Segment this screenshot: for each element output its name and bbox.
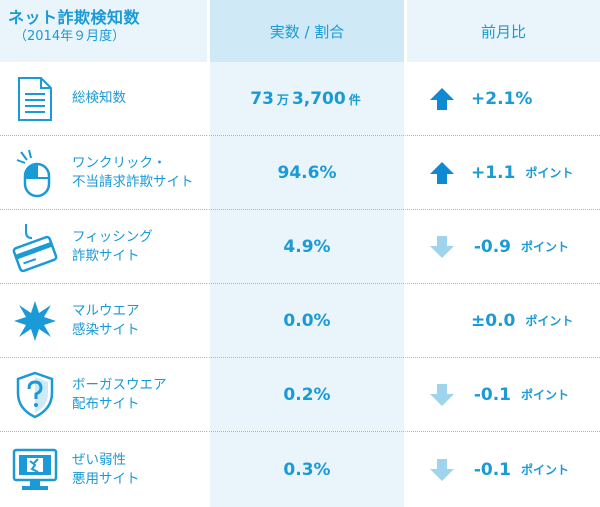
malware-burst-icon: [12, 296, 58, 346]
row-label: ぜい弱性 悪用サイト: [72, 451, 140, 487]
arrow-down-icon: [430, 458, 454, 481]
row-label: マルウエア 感染サイト: [72, 302, 140, 338]
total-count-value: 73 万 3,700 件: [250, 88, 361, 109]
row-total-label-cell: 総検知数: [0, 62, 207, 136]
delta-value: +2.1%: [471, 88, 533, 109]
delta-unit: ポイント: [525, 314, 574, 328]
header-title-cell: ネット詐欺検知数 （2014年９月度）: [0, 0, 207, 62]
delta-unit: ポイント: [521, 463, 570, 477]
row-vulnerability-change-cell: -0.1 ポイント: [404, 432, 600, 507]
header-change-cell: 前月比: [404, 0, 600, 62]
row-malware-label-cell: マルウエア 感染サイト: [0, 284, 207, 358]
shield-question-icon: [12, 370, 58, 420]
row-label: ワンクリック・ 不当請求詐欺サイト: [72, 154, 194, 190]
row-label: ボーガスウエア 配布サイト: [72, 376, 167, 412]
column-header-change: 前月比: [480, 22, 526, 41]
header-count-cell: 実数 / 割合: [207, 0, 404, 62]
row-total-change-cell: +2.1%: [404, 62, 600, 136]
percentage-value: 4.9%: [283, 236, 331, 257]
row-total-value-cell: 73 万 3,700 件: [207, 62, 404, 136]
arrow-up-icon: [430, 87, 454, 110]
percentage-value: 0.2%: [283, 384, 331, 405]
percentage-value: 94.6%: [277, 162, 337, 183]
row-vulnerability-value-cell: 0.3%: [207, 432, 404, 507]
delta-value: +1.1: [471, 162, 516, 183]
row-bogusware-change-cell: -0.1 ポイント: [404, 358, 600, 432]
percentage-value: 0.3%: [283, 459, 331, 480]
page-title: ネット詐欺検知数: [8, 8, 141, 27]
delta-unit: ポイント: [521, 240, 570, 254]
document-icon: [12, 74, 58, 124]
fishing-card-icon: [12, 222, 58, 272]
row-oneclick-change-cell: +1.1 ポイント: [404, 136, 600, 210]
delta-value: -0.9: [473, 236, 511, 257]
row-malware-value-cell: 0.0%: [207, 284, 404, 358]
percentage-value: 0.0%: [283, 310, 331, 331]
delta-unit: ポイント: [521, 388, 570, 402]
row-label: フィッシング 詐欺サイト: [72, 228, 153, 264]
arrow-down-icon: [430, 383, 454, 406]
page-subtitle: （2014年９月度）: [14, 29, 126, 44]
delta-value: ±0.0: [471, 310, 516, 331]
row-phishing-value-cell: 4.9%: [207, 210, 404, 284]
delta-value: -0.1: [473, 459, 511, 480]
arrow-down-icon: [430, 235, 454, 258]
delta-unit: ポイント: [525, 166, 574, 180]
row-oneclick-value-cell: 94.6%: [207, 136, 404, 210]
no-change-spacer: [429, 309, 455, 333]
column-header-count: 実数 / 割合: [269, 22, 345, 41]
row-oneclick-label-cell: ワンクリック・ 不当請求詐欺サイト: [0, 136, 207, 210]
row-label: 総検知数: [72, 90, 126, 106]
row-bogusware-label-cell: ボーガスウエア 配布サイト: [0, 358, 207, 432]
row-bogusware-value-cell: 0.2%: [207, 358, 404, 432]
mouse-click-icon: [12, 148, 58, 198]
row-malware-change-cell: ±0.0 ポイント: [404, 284, 600, 358]
arrow-up-icon: [430, 161, 454, 184]
row-phishing-change-cell: -0.9 ポイント: [404, 210, 600, 284]
monitor-broken-icon: [12, 445, 58, 495]
row-vulnerability-label-cell: ぜい弱性 悪用サイト: [0, 432, 207, 507]
row-phishing-label-cell: フィッシング 詐欺サイト: [0, 210, 207, 284]
delta-value: -0.1: [473, 384, 511, 405]
